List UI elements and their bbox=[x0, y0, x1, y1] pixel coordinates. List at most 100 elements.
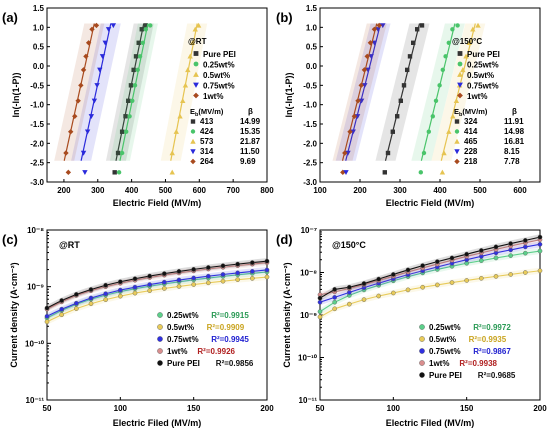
table-header-beta: β bbox=[512, 107, 517, 116]
y-tick-label: 1.0 bbox=[33, 23, 45, 32]
legend-label: Pure PEI bbox=[429, 371, 462, 380]
data-point bbox=[398, 98, 403, 103]
table-eb-value: 414 bbox=[464, 127, 478, 136]
x-tick-label: 200 bbox=[353, 186, 367, 195]
data-point bbox=[89, 26, 95, 32]
data-point bbox=[351, 113, 358, 119]
y-tick-label: 0.0 bbox=[33, 62, 45, 71]
data-point bbox=[119, 150, 125, 156]
legend-marker bbox=[157, 336, 163, 342]
data-point bbox=[354, 114, 361, 119]
data-point bbox=[235, 270, 240, 276]
x-tick-label: 100 bbox=[114, 404, 128, 413]
legend-marker bbox=[419, 372, 425, 378]
fit-curve bbox=[319, 243, 541, 303]
data-point bbox=[169, 150, 175, 156]
data-point bbox=[88, 295, 94, 301]
legend-label: 0.5wt% bbox=[467, 71, 494, 80]
data-point bbox=[143, 27, 149, 32]
data-point bbox=[446, 40, 451, 45]
data-point bbox=[493, 255, 499, 261]
y-tick-label: -2.0 bbox=[303, 139, 317, 148]
data-point bbox=[132, 83, 138, 88]
y-tick-label: -2.5 bbox=[30, 159, 44, 168]
legend-label: 0.5wt% bbox=[167, 323, 194, 332]
legend-label: 1wt% bbox=[167, 347, 187, 356]
legend-marker bbox=[193, 51, 199, 56]
confidence-band bbox=[320, 267, 540, 320]
x-tick-label: 600 bbox=[193, 186, 207, 195]
legend-marker bbox=[457, 51, 463, 56]
data-point bbox=[407, 54, 413, 59]
data-point bbox=[235, 277, 240, 282]
data-point bbox=[493, 274, 499, 279]
legend-marker bbox=[419, 336, 425, 342]
data-point bbox=[74, 306, 79, 311]
data-point bbox=[405, 267, 411, 273]
y-tick-label: 0.5 bbox=[306, 43, 318, 52]
data-point bbox=[102, 40, 108, 46]
data-point bbox=[187, 53, 193, 59]
data-point bbox=[347, 284, 352, 290]
fit-line bbox=[345, 23, 382, 161]
data-point bbox=[523, 250, 528, 256]
data-point bbox=[368, 54, 374, 60]
data-point bbox=[132, 276, 138, 282]
data-point bbox=[74, 300, 79, 306]
fit-curve bbox=[46, 269, 268, 317]
legend-label: 0.25wt% bbox=[167, 311, 199, 320]
data-point bbox=[93, 22, 100, 29]
table-beta-value: 16.81 bbox=[504, 137, 525, 146]
data-point bbox=[182, 82, 189, 88]
legend-label: 0.25wt% bbox=[429, 323, 461, 332]
y-axis-label: Current density (A·cm⁻²) bbox=[282, 262, 292, 367]
data-point bbox=[439, 169, 446, 175]
x-tick-label: 150 bbox=[187, 404, 201, 413]
data-point bbox=[466, 40, 472, 45]
data-point bbox=[317, 309, 323, 314]
table-beta-value: 14.99 bbox=[240, 117, 261, 126]
legend-marker bbox=[419, 348, 425, 354]
data-point bbox=[132, 290, 138, 296]
legend-label: 1wt% bbox=[467, 92, 487, 101]
data-point bbox=[371, 26, 378, 32]
data-point bbox=[420, 284, 425, 290]
data-point bbox=[192, 26, 198, 32]
r-squared-label: R²=0.9867 bbox=[473, 347, 511, 356]
x-axis-label: Electric Field (MV/m) bbox=[386, 198, 475, 208]
y-tick-label: 1.5 bbox=[33, 4, 45, 13]
data-point bbox=[206, 273, 211, 279]
table-beta-value: 15.35 bbox=[240, 127, 261, 136]
data-point bbox=[110, 23, 117, 29]
table-eb-value: 413 bbox=[200, 117, 214, 126]
legend-marker bbox=[457, 61, 463, 67]
data-point bbox=[103, 297, 108, 302]
data-point bbox=[206, 265, 211, 270]
x-axis-label: Electric Field (MV/m) bbox=[113, 198, 202, 208]
data-point bbox=[80, 67, 87, 73]
data-point bbox=[124, 129, 129, 134]
data-point bbox=[44, 313, 50, 319]
data-point bbox=[343, 170, 349, 176]
data-point bbox=[405, 287, 411, 293]
fit-line bbox=[341, 23, 378, 161]
data-point bbox=[371, 40, 378, 46]
y-tick-label: -2.0 bbox=[30, 139, 44, 148]
data-point bbox=[116, 170, 122, 175]
data-point bbox=[74, 292, 79, 297]
data-point bbox=[130, 98, 135, 104]
data-point bbox=[361, 281, 367, 286]
x-tick-label: 150 bbox=[460, 404, 474, 413]
y-tick-label: 10⁻⁹ bbox=[27, 283, 44, 292]
data-point bbox=[148, 23, 153, 28]
table-eb-value: 264 bbox=[200, 157, 214, 166]
condition-label: @RT bbox=[59, 240, 80, 250]
plot-frame bbox=[46, 7, 268, 183]
data-point bbox=[475, 22, 481, 28]
data-point bbox=[162, 279, 167, 285]
data-point bbox=[131, 67, 136, 73]
data-point bbox=[453, 98, 460, 103]
panel-label: (d) bbox=[276, 232, 293, 247]
legend-marker bbox=[419, 360, 425, 366]
